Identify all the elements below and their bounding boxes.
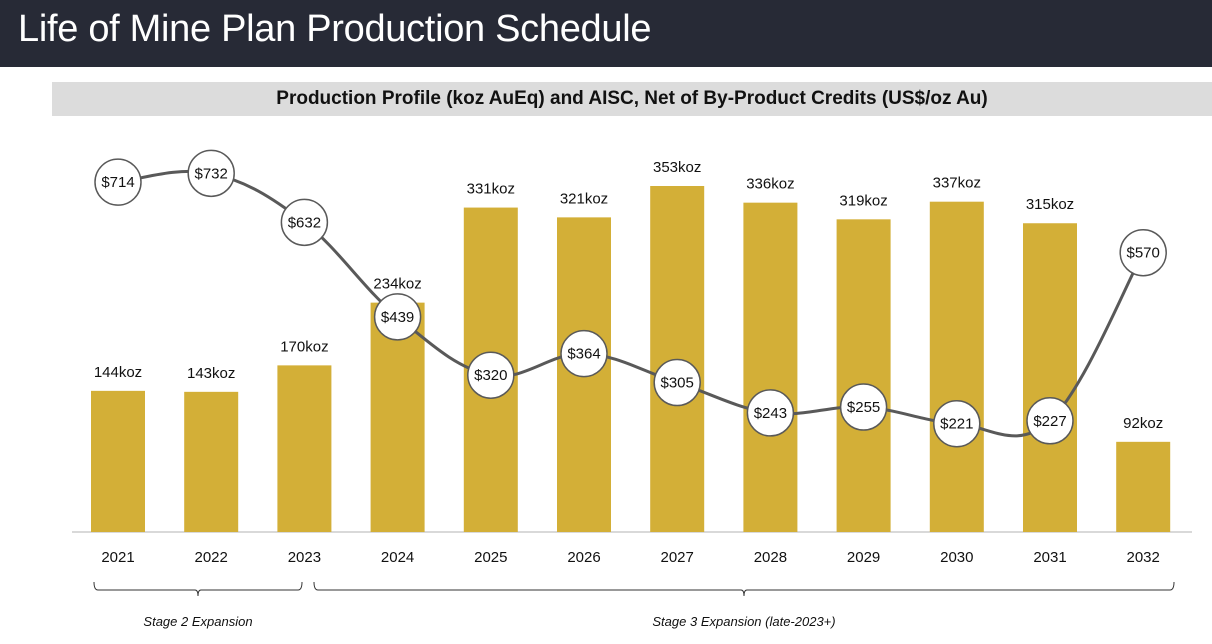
page-title: Life of Mine Plan Production Schedule	[18, 8, 652, 50]
aisc-marker-2031	[1026, 397, 1074, 445]
x-tick-label: 2024	[381, 549, 414, 566]
bar-2021	[91, 390, 145, 532]
aisc-series-line	[117, 169, 1145, 438]
bar-value-label: 319koz	[839, 192, 887, 209]
chart-title: Production Profile (koz AuEq) and AISC, …	[276, 88, 988, 109]
aisc-marker-2023	[280, 198, 329, 247]
aisc-marker-2026	[560, 329, 608, 378]
aisc-value-label: $570	[1127, 245, 1160, 262]
bar-2030	[929, 201, 984, 532]
aisc-marker-2028	[746, 389, 795, 437]
aisc-marker-2021	[94, 158, 142, 206]
x-tick-label: 2027	[661, 549, 694, 566]
bar-2023	[277, 365, 332, 532]
x-tick-label: 2026	[567, 549, 600, 566]
bar-value-label: 337koz	[933, 175, 981, 192]
aisc-value-label: $243	[754, 405, 787, 422]
x-tick-label: 2030	[940, 549, 973, 566]
title-bar: Life of Mine Plan Production Schedule	[0, 0, 1212, 67]
stage-bracket	[313, 581, 1175, 597]
x-tick-label: 2029	[847, 549, 880, 566]
bar-value-label: 315koz	[1026, 196, 1074, 213]
chart-title-bar: Production Profile (koz AuEq) and AISC, …	[52, 82, 1212, 116]
aisc-value-label: $364	[567, 346, 600, 363]
stage-annotation: Stage 2 Expansion	[143, 614, 252, 629]
x-tick-label: 2025	[474, 549, 507, 566]
bar-value-label: 331koz	[467, 181, 515, 198]
aisc-marker-2029	[839, 383, 888, 431]
aisc-marker-2025	[467, 351, 515, 399]
bar-2029	[836, 219, 891, 532]
bar-value-label: 170koz	[280, 338, 328, 355]
stage-bracket	[93, 581, 303, 597]
stage-annotation: Stage 3 Expansion (late-2023+)	[652, 614, 835, 629]
bar-2028	[743, 202, 798, 532]
aisc-marker-2030	[933, 399, 981, 448]
aisc-marker-2022	[187, 149, 235, 198]
x-tick-label: 2022	[195, 549, 228, 566]
x-tick-label: 2028	[754, 549, 787, 566]
aisc-value-label: $227	[1033, 413, 1066, 430]
bar-value-label: 321koz	[560, 190, 608, 207]
aisc-value-label: $305	[661, 375, 694, 392]
bar-2031	[1023, 223, 1077, 532]
bar-2024	[370, 302, 425, 532]
aisc-value-label: $714	[101, 174, 134, 191]
x-tick-label: 2021	[101, 549, 134, 566]
x-tick-label: 2023	[288, 549, 321, 566]
aisc-marker-2024	[373, 293, 422, 341]
aisc-value-label: $632	[288, 214, 321, 231]
aisc-value-label: $439	[381, 309, 414, 326]
aisc-marker-2032	[1119, 228, 1167, 277]
aisc-value-label: $732	[195, 165, 228, 182]
aisc-marker-2027	[653, 358, 701, 407]
x-tick-label: 2032	[1127, 549, 1160, 566]
bar-value-label: 353koz	[653, 159, 701, 176]
bar-value-label: 143koz	[187, 365, 235, 382]
aisc-value-label: $255	[847, 399, 880, 416]
bar-value-label: 336koz	[746, 176, 794, 193]
bar-value-label: 144koz	[94, 364, 142, 381]
bar-value-label: 234koz	[373, 276, 421, 293]
bar-2022	[184, 391, 239, 532]
x-tick-label: 2031	[1033, 549, 1066, 566]
bar-value-label: 92koz	[1123, 415, 1163, 432]
aisc-value-label: $320	[474, 367, 507, 384]
aisc-value-label: $221	[940, 416, 973, 433]
bar-2032	[1116, 441, 1171, 532]
